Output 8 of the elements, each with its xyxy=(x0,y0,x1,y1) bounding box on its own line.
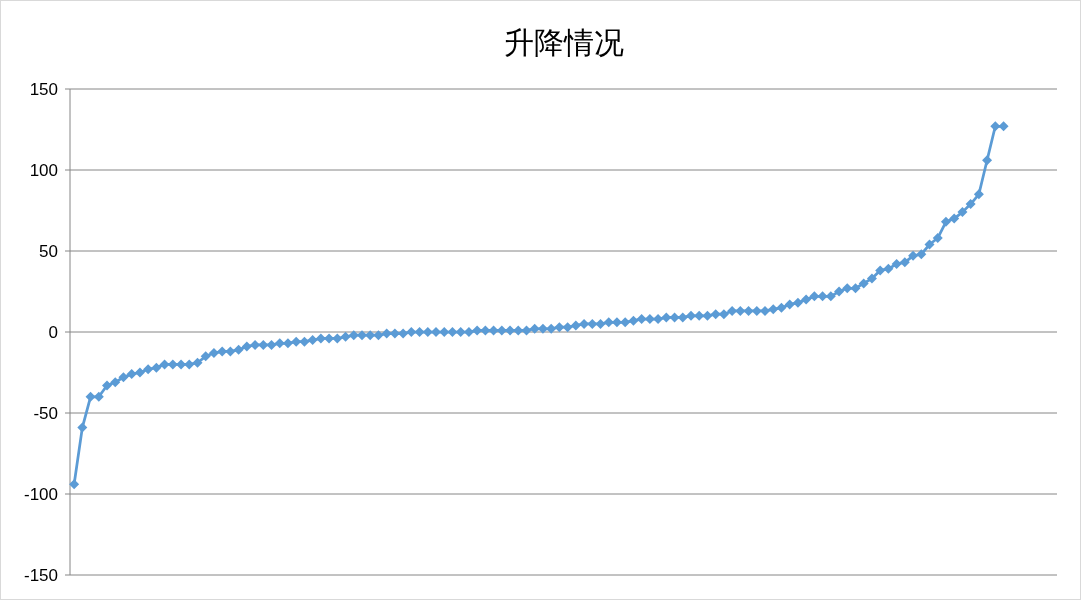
y-tick-label: 100 xyxy=(29,161,58,180)
y-tick-label: -150 xyxy=(23,566,58,585)
y-tick-label: -50 xyxy=(33,404,58,423)
chart-title: 升降情况 xyxy=(503,25,624,60)
y-tick-label: 150 xyxy=(29,80,58,99)
y-tick-label: 0 xyxy=(48,323,58,342)
y-tick-label: -100 xyxy=(23,485,58,504)
y-tick-label: 50 xyxy=(39,242,58,261)
